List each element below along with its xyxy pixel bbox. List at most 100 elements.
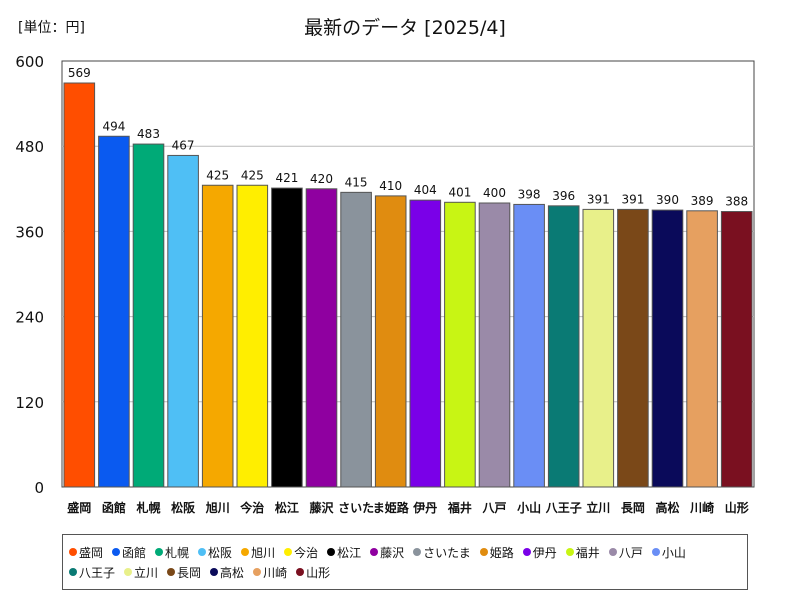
legend-swatch [198, 548, 207, 556]
legend-item: 松阪 [198, 542, 232, 562]
legend-label: 高松 [220, 565, 245, 580]
x-tick-label: 札幌 [135, 500, 160, 515]
legend-label: 松江 [337, 545, 362, 560]
legend-item: 高松 [210, 562, 244, 582]
data-label: 398 [518, 187, 541, 201]
legend-label: 八戸 [618, 545, 643, 560]
legend-label: 小山 [661, 545, 686, 560]
legend-swatch [69, 548, 77, 556]
legend-label: 山形 [306, 565, 331, 580]
legend-swatch [327, 548, 336, 556]
bar [686, 210, 718, 488]
x-tick-label: 盛岡 [67, 500, 91, 515]
x-tick-label: 松阪 [171, 500, 196, 515]
bar [305, 188, 338, 488]
unit-label: [単位：円] [18, 20, 85, 36]
legend-label: 函館 [122, 545, 147, 560]
bar [513, 203, 545, 488]
data-label: 425 [206, 168, 229, 182]
bar [374, 195, 407, 488]
legend: 盛岡 函館 札幌 松阪 旭川 今治 松江 藤沢 さいたま 姫路 伊丹 福井 八戸 小山 八王子 立川 長岡 高松 川… [62, 534, 748, 590]
chart-title: 最新のデータ [2025/4] [304, 17, 506, 39]
legend-label: 盛岡 [79, 545, 104, 560]
bar [340, 191, 372, 488]
bar [63, 82, 96, 488]
x-tick-label: さいた [338, 501, 374, 515]
legend-items: 盛岡 函館 札幌 松阪 旭川 今治 松江 藤沢 さいたま 姫路 伊丹 福井 八戸 小山 八王子 立川 長岡 高松 川… [69, 542, 741, 582]
bar [201, 184, 234, 488]
legend-item: 小山 [651, 542, 686, 562]
legend-item: 川崎 [253, 562, 287, 582]
legend-swatch [167, 568, 176, 576]
legend-swatch [241, 548, 250, 556]
x-tick-label: 伊丹 [412, 500, 437, 515]
y-tick-label: 600 [15, 53, 44, 71]
y-axis-ticks: 0 120 240 360 480 600 [15, 53, 44, 497]
legend-item: 姫路 [479, 542, 514, 562]
data-label: 415 [345, 175, 368, 189]
bar [720, 211, 753, 488]
legend-item: 函館 [112, 542, 146, 562]
legend-swatch [413, 548, 422, 556]
legend-swatch [210, 568, 219, 576]
bar [444, 201, 476, 488]
legend-item: 山形 [296, 562, 330, 582]
legend-label: 札幌 [165, 545, 190, 560]
data-label: 410 [379, 179, 402, 193]
legend-swatch [296, 568, 305, 576]
data-label: 569 [68, 66, 91, 80]
y-tick-label: 480 [15, 138, 44, 156]
bar [409, 199, 442, 488]
legend-swatch [522, 548, 531, 556]
data-label: 404 [414, 183, 437, 197]
data-label: 421 [275, 171, 298, 185]
bar [132, 143, 165, 488]
data-label: 401 [448, 185, 471, 199]
legend-item: 伊丹 [522, 542, 557, 562]
legend-swatch [69, 568, 77, 576]
legend-item: 札幌 [155, 542, 189, 562]
x-tick-label: 福井 [447, 500, 472, 515]
x-tick-label: 長岡 [621, 500, 645, 515]
plot-area [61, 60, 755, 488]
legend-item: 旭川 [241, 542, 275, 562]
legend-swatch [253, 568, 262, 576]
x-tick-label: 川崎 [689, 500, 714, 515]
x-tick-label: ま姫路 [373, 500, 410, 515]
legend-item: 長岡 [167, 562, 201, 582]
bar [167, 154, 199, 488]
x-tick-label: 立川 [586, 500, 610, 515]
legend-label: 藤沢 [380, 545, 405, 560]
legend-label: 松阪 [208, 545, 233, 560]
legend-swatch [479, 548, 488, 556]
legend-item: 盛岡 [69, 542, 103, 562]
x-tick-label: 八戸 [481, 501, 506, 515]
legend-label: 姫路 [489, 545, 514, 560]
y-tick-label: 0 [34, 479, 44, 497]
legend-label: 立川 [134, 565, 159, 580]
bar [271, 187, 303, 488]
legend-item: 八王子 [69, 562, 115, 582]
x-axis-ticks: 盛岡 函館 札幌 松阪 旭川 今治 松江 藤沢 さいたま姫路 伊丹 福井 八戸 小山 八王子 立川 長岡 高松川… [67, 500, 748, 515]
legend-swatch [112, 548, 121, 556]
legend-swatch [608, 548, 617, 556]
data-label: 483 [137, 127, 160, 141]
bar [236, 184, 269, 488]
bar [617, 208, 649, 488]
legend-item: 福井 [565, 542, 600, 562]
legend-swatch [370, 548, 379, 556]
x-tick-label: 藤沢 [308, 500, 334, 515]
bar [547, 205, 580, 488]
data-label: 425 [241, 168, 264, 182]
legend-swatch [155, 548, 164, 556]
legend-label: 川崎 [263, 565, 288, 580]
legend-label: 伊丹 [532, 545, 557, 560]
data-label: 390 [656, 193, 679, 207]
x-tick-label: 松江 [275, 500, 299, 515]
y-tick-label: 120 [15, 394, 44, 412]
legend-label: 今治 [294, 545, 319, 560]
bar [478, 202, 511, 488]
bar [651, 209, 684, 488]
x-tick-label: 今治 [239, 500, 264, 515]
